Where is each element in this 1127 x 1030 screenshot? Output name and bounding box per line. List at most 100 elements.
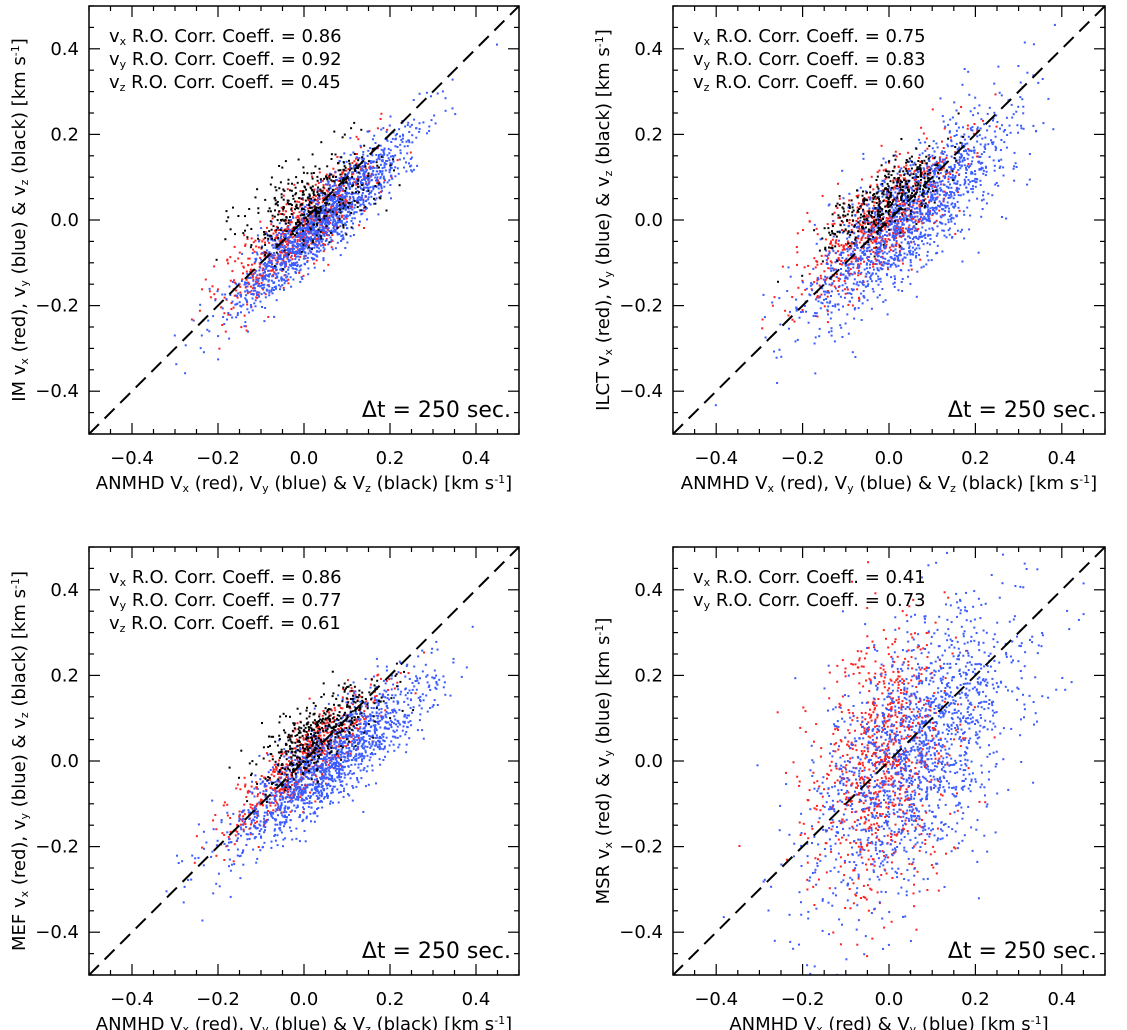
- data-point: [855, 243, 858, 246]
- data-point: [382, 127, 385, 130]
- data-point: [885, 217, 888, 219]
- data-point: [967, 183, 970, 186]
- data-point: [865, 275, 868, 278]
- data-point: [287, 260, 290, 263]
- data-point: [974, 173, 977, 176]
- data-point: [286, 248, 289, 251]
- data-point: [951, 236, 954, 238]
- data-point: [1001, 124, 1003, 127]
- data-point: [976, 140, 979, 143]
- data-point: [894, 154, 897, 157]
- data-point: [948, 171, 951, 174]
- data-point: [837, 243, 840, 246]
- data-point: [239, 285, 242, 288]
- data-point: [851, 257, 854, 260]
- data-point: [345, 217, 348, 220]
- data-point: [288, 249, 291, 252]
- data-point: [303, 205, 306, 208]
- data-point: [1015, 110, 1018, 113]
- data-point: [326, 176, 329, 179]
- data-point: [311, 175, 313, 178]
- data-point: [914, 248, 917, 251]
- data-point: [324, 202, 327, 205]
- data-point: [913, 243, 916, 246]
- data-point: [977, 112, 979, 115]
- data-point: [771, 304, 774, 307]
- data-point: [295, 203, 298, 206]
- data-point: [860, 239, 863, 241]
- data-point: [329, 231, 332, 234]
- data-point: [916, 270, 919, 273]
- data-point: [314, 165, 317, 168]
- data-point: [291, 241, 294, 244]
- data-point: [916, 215, 919, 218]
- data-point: [871, 196, 874, 199]
- data-point: [333, 198, 336, 200]
- data-point: [319, 219, 322, 222]
- data-point: [290, 285, 293, 288]
- data-point: [304, 257, 307, 260]
- data-point: [279, 181, 282, 184]
- data-point: [306, 213, 309, 215]
- data-point: [811, 283, 814, 286]
- data-point: [823, 293, 826, 296]
- data-point: [411, 170, 414, 173]
- data-point: [350, 193, 353, 196]
- data-point: [264, 231, 267, 233]
- data-point: [286, 243, 288, 246]
- data-point: [300, 209, 303, 212]
- data-point: [907, 207, 910, 210]
- data-point: [275, 233, 278, 236]
- data-point: [789, 310, 791, 313]
- data-point: [885, 193, 888, 196]
- data-point: [896, 255, 899, 258]
- data-point: [878, 261, 881, 264]
- data-point: [914, 178, 917, 181]
- data-point: [843, 224, 846, 226]
- data-point: [324, 209, 327, 212]
- data-point: [880, 249, 883, 252]
- data-point: [272, 254, 275, 257]
- data-point: [950, 167, 953, 170]
- data-point: [305, 226, 308, 229]
- data-point: [880, 256, 883, 259]
- data-point: [351, 176, 354, 178]
- data-point: [288, 236, 291, 239]
- data-point: [826, 223, 829, 226]
- data-point: [901, 258, 904, 261]
- data-point: [357, 192, 360, 195]
- data-point: [348, 162, 351, 165]
- data-point: [978, 168, 981, 170]
- data-point: [873, 230, 876, 233]
- data-point: [928, 181, 931, 183]
- data-point: [885, 188, 888, 191]
- data-point: [998, 160, 1000, 162]
- data-point: [796, 338, 799, 341]
- data-point: [821, 287, 824, 290]
- data-point: [891, 234, 894, 237]
- data-point: [326, 183, 329, 186]
- data-point: [974, 170, 976, 173]
- data-point: [953, 164, 956, 166]
- data-point: [268, 207, 271, 210]
- data-point: [935, 160, 938, 163]
- data-point: [363, 175, 366, 178]
- data-point: [943, 183, 946, 186]
- data-point: [303, 242, 306, 245]
- data-point: [926, 250, 929, 253]
- data-point: [932, 140, 935, 143]
- data-point: [376, 180, 379, 182]
- data-point: [920, 220, 923, 222]
- data-point: [893, 285, 896, 288]
- data-point: [899, 269, 902, 271]
- data-point: [900, 185, 903, 188]
- data-point: [897, 232, 900, 235]
- data-point: [385, 163, 388, 166]
- data-point: [873, 218, 876, 221]
- data-point: [854, 214, 857, 217]
- data-point: [883, 262, 886, 265]
- data-point: [251, 273, 254, 276]
- data-point: [380, 185, 383, 188]
- data-point: [1026, 183, 1029, 186]
- data-point: [275, 299, 278, 302]
